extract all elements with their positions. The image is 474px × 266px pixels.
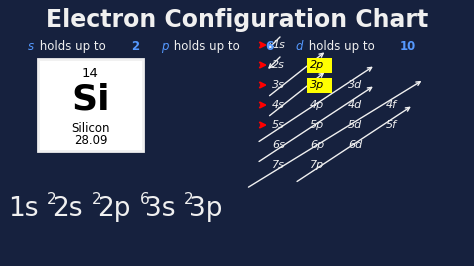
Text: 7s: 7s xyxy=(272,160,285,170)
Text: 5d: 5d xyxy=(348,120,362,130)
Text: holds up to: holds up to xyxy=(305,40,378,53)
Text: 2s: 2s xyxy=(52,196,83,222)
Text: 6d: 6d xyxy=(348,140,362,150)
FancyBboxPatch shape xyxy=(308,57,332,73)
Text: 3p: 3p xyxy=(310,80,324,90)
Text: 2p: 2p xyxy=(310,60,324,70)
FancyBboxPatch shape xyxy=(308,77,332,93)
Text: 4d: 4d xyxy=(348,100,362,110)
Text: 14: 14 xyxy=(82,67,99,80)
Text: 6s: 6s xyxy=(272,140,285,150)
Text: 3s: 3s xyxy=(272,80,285,90)
Text: holds up to: holds up to xyxy=(36,40,109,53)
Text: 2s: 2s xyxy=(272,60,285,70)
Text: 6p: 6p xyxy=(310,140,324,150)
Text: 1s: 1s xyxy=(272,40,285,50)
Text: Si: Si xyxy=(71,82,110,116)
Text: 3s: 3s xyxy=(145,196,175,222)
Text: 2p: 2p xyxy=(97,196,130,222)
Text: 4s: 4s xyxy=(272,100,285,110)
Text: 6: 6 xyxy=(140,193,150,207)
Text: 5f: 5f xyxy=(386,120,397,130)
Text: 4f: 4f xyxy=(386,100,397,110)
Text: s: s xyxy=(28,40,34,53)
Bar xyxy=(38,59,143,151)
Text: 2: 2 xyxy=(47,193,57,207)
Text: p: p xyxy=(161,40,168,53)
Text: 3p: 3p xyxy=(189,196,223,222)
Text: 1s: 1s xyxy=(8,196,38,222)
Text: 28.09: 28.09 xyxy=(74,135,107,148)
Text: 2: 2 xyxy=(91,193,101,207)
Text: d: d xyxy=(295,40,302,53)
Text: 6: 6 xyxy=(265,40,273,53)
Text: 5s: 5s xyxy=(272,120,285,130)
Text: Silicon: Silicon xyxy=(71,123,110,135)
Text: 5p: 5p xyxy=(310,120,324,130)
Text: holds up to: holds up to xyxy=(170,40,244,53)
Text: 10: 10 xyxy=(400,40,416,53)
Text: 3d: 3d xyxy=(348,80,362,90)
Text: 4p: 4p xyxy=(310,100,324,110)
Text: 2: 2 xyxy=(131,40,139,53)
Text: 7p: 7p xyxy=(310,160,324,170)
Text: 2: 2 xyxy=(184,193,194,207)
Text: Electron Configuration Chart: Electron Configuration Chart xyxy=(46,8,428,32)
